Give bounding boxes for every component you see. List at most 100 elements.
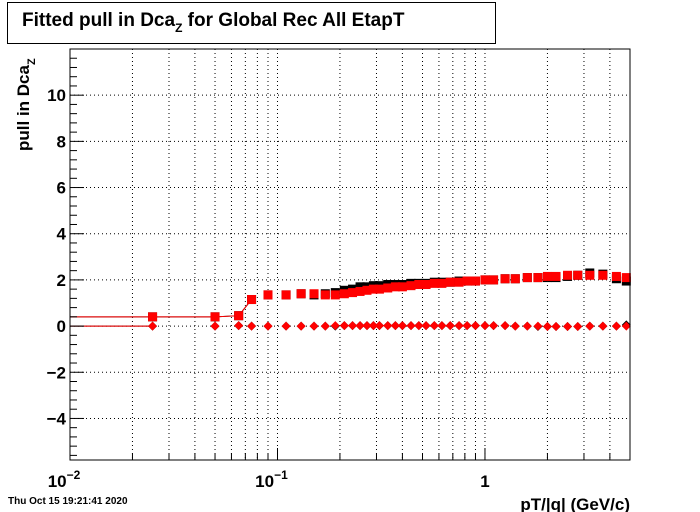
fit-lines: [70, 299, 252, 327]
data-point-square: [522, 273, 532, 283]
y-tick-label: 4: [57, 225, 67, 244]
y-tick-label: −4: [47, 409, 67, 428]
series-line: [70, 299, 252, 318]
y-tick-label: 6: [57, 179, 66, 198]
data-point-square: [510, 274, 520, 284]
data-point-diamond: [383, 321, 393, 331]
plot-frame: [69, 48, 631, 461]
x-tick-label: 10−2: [48, 468, 81, 491]
chart-title: Fitted pull in DcaZ for Global Rec All E…: [22, 10, 404, 35]
data-point-diamond: [585, 321, 595, 331]
data-point-square: [263, 290, 273, 300]
data-point-square: [611, 271, 621, 281]
chart-title-main: Fitted pull in Dca: [22, 10, 176, 31]
x-tick-label-exponent: −1: [274, 468, 288, 482]
data-point-square: [247, 295, 257, 305]
data-point-square: [397, 282, 407, 292]
data-point-square: [355, 282, 365, 292]
y-axis-title-main: pull in Dca: [14, 65, 33, 152]
data-point-square: [563, 270, 573, 280]
data-point-square: [421, 280, 431, 290]
data-point-diamond: [573, 322, 583, 332]
y-tick-label: 2: [57, 271, 66, 290]
data-point-diamond: [362, 321, 372, 331]
data-point-square: [437, 278, 447, 288]
chart-title-box: Fitted pull in DcaZ for Global Rec All E…: [7, 2, 496, 44]
data-point-diamond: [406, 321, 416, 331]
data-point-square: [320, 290, 330, 300]
data-point-square: [585, 270, 595, 280]
data-point-diamond: [480, 321, 490, 331]
data-point-diamond: [542, 322, 552, 332]
data-point-square: [368, 284, 378, 294]
data-point-diamond: [320, 321, 330, 331]
data-point-diamond: [551, 322, 561, 332]
data-point-square: [355, 286, 365, 296]
data-point-diamond: [390, 321, 400, 331]
data-point-diamond: [263, 321, 273, 331]
data-point-diamond: [563, 322, 573, 332]
data-point-diamond: [210, 321, 220, 331]
data-point-square: [390, 282, 400, 292]
grid: [69, 49, 631, 460]
series-line: [70, 299, 252, 318]
data-markers: [148, 268, 631, 332]
data-point-square: [621, 273, 631, 283]
data-point-diamond: [510, 321, 520, 331]
data-point-square: [500, 274, 510, 284]
data-point-square: [309, 289, 319, 299]
data-point-square: [480, 275, 490, 285]
data-point-diamond: [281, 321, 291, 331]
y-tick-label: 8: [57, 132, 66, 151]
data-point-diamond: [454, 321, 464, 331]
data-point-diamond: [421, 321, 431, 331]
data-point-diamond: [247, 321, 257, 331]
data-point-square: [330, 290, 340, 300]
series-diamond-red: [148, 321, 631, 332]
data-point-diamond: [598, 321, 608, 331]
data-point-square: [429, 278, 439, 288]
x-axis-title: pT/|q| (GeV/c): [520, 495, 630, 512]
data-point-square: [454, 277, 464, 287]
data-point-square: [148, 312, 158, 322]
data-point-diamond: [429, 321, 439, 331]
data-point-diamond: [462, 321, 472, 331]
y-axis-title: pull in DcaZ: [14, 58, 38, 151]
data-point-square: [281, 290, 291, 300]
data-point-diamond: [397, 321, 407, 331]
x-tick-label-exponent: −2: [67, 468, 81, 482]
x-tick-label-base: 10: [255, 472, 274, 491]
data-point-diamond: [339, 321, 349, 331]
data-point-diamond: [374, 321, 384, 331]
data-point-diamond: [355, 321, 365, 331]
data-point-square: [598, 270, 608, 280]
data-point-diamond: [296, 321, 306, 331]
data-point-diamond: [470, 321, 480, 331]
y-axis-title-subscript: Z: [26, 58, 38, 65]
data-point-square: [470, 276, 480, 286]
data-point-square: [414, 280, 424, 290]
x-tick-label: 10−1: [255, 468, 288, 491]
data-point-diamond: [522, 321, 532, 331]
x-tick-label: 1: [480, 472, 489, 491]
data-point-diamond: [611, 321, 621, 331]
data-point-square: [551, 271, 561, 281]
data-point-square: [374, 284, 384, 294]
data-point-square: [339, 289, 349, 299]
data-point-diamond: [437, 321, 447, 331]
data-point-square: [362, 285, 372, 295]
chart-title-rest: for Global Rec All EtapT: [182, 10, 405, 31]
series-square-red: [148, 270, 631, 322]
data-point-diamond: [500, 321, 510, 331]
y-tick-label: 10: [47, 86, 66, 105]
data-point-square: [348, 288, 358, 298]
x-tick-label-base: 1: [480, 472, 489, 491]
data-point-diamond: [309, 321, 319, 331]
data-point-square: [296, 289, 306, 299]
data-point-diamond: [621, 321, 631, 331]
data-point-square: [573, 270, 583, 280]
data-point-diamond: [368, 321, 378, 331]
data-point-square: [533, 273, 543, 283]
